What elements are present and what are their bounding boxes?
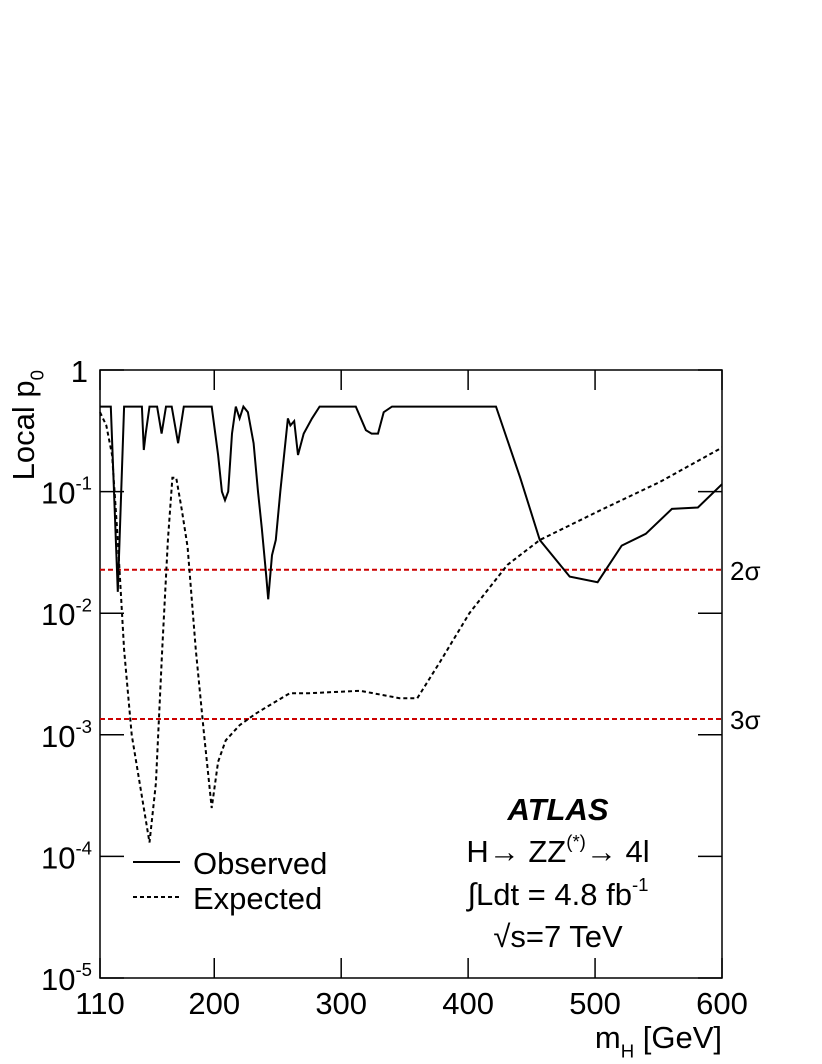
text-part: 10 — [41, 597, 75, 632]
annotation: H→ ZZ(*)→ 4l — [466, 831, 649, 869]
reference-label: 2σ — [730, 556, 761, 586]
text-part: Local p — [6, 380, 41, 480]
x-tick-label: 400 — [442, 986, 494, 1021]
text-part: (*) — [566, 831, 586, 852]
legend-label: Expected — [193, 881, 322, 916]
series-line — [100, 404, 723, 600]
annotation: ∫Ldt = 4.8 fb-1 — [465, 874, 648, 912]
y-tick-label: 10-4 — [41, 837, 92, 875]
y-axis-label: Local p0 — [6, 370, 47, 480]
text-part: ∫Ldt = 4.8 fb — [465, 877, 631, 912]
text-part: -5 — [75, 959, 92, 980]
text-part: 10 — [41, 719, 75, 754]
text-part: 10 — [41, 962, 75, 997]
text-part: -4 — [75, 837, 92, 858]
text-part: -3 — [75, 716, 92, 737]
y-tick-label: 10-2 — [41, 594, 92, 632]
text-part: ATLAS — [506, 792, 608, 827]
x-tick-label: 200 — [188, 986, 240, 1021]
series-line — [99, 411, 723, 843]
text-part: H→ ZZ — [466, 834, 566, 869]
x-tick-label: 500 — [569, 986, 621, 1021]
text-part: [GeV] — [634, 1020, 722, 1055]
legend-label: Observed — [193, 846, 327, 881]
x-axis-label: mH [GeV] — [595, 1020, 722, 1061]
text-part: 10 — [41, 840, 75, 875]
reference-label: 3σ — [730, 705, 761, 735]
text-part: → 4l — [586, 834, 650, 869]
text-part: -2 — [75, 594, 92, 615]
text-part: -1 — [75, 473, 92, 494]
annotation: ATLAS — [506, 792, 608, 827]
y-tick-label: 10-3 — [41, 716, 92, 754]
text-part: -1 — [632, 874, 649, 895]
text-part: H — [621, 1040, 634, 1061]
x-tick-label: 300 — [315, 986, 367, 1021]
plot-frame — [99, 369, 723, 979]
text-part: √s=7 TeV — [493, 919, 623, 954]
y-tick-label: 1 — [71, 354, 88, 389]
text-part: 10 — [41, 476, 75, 511]
text-part: 0 — [26, 370, 47, 380]
annotation: √s=7 TeV — [493, 919, 623, 954]
x-tick-label: 600 — [696, 986, 748, 1021]
y-tick-label: 10-1 — [41, 473, 92, 511]
y-tick-label: 10-5 — [41, 959, 92, 997]
x-tick-label: 110 — [75, 986, 124, 1021]
text-part: m — [595, 1020, 621, 1055]
